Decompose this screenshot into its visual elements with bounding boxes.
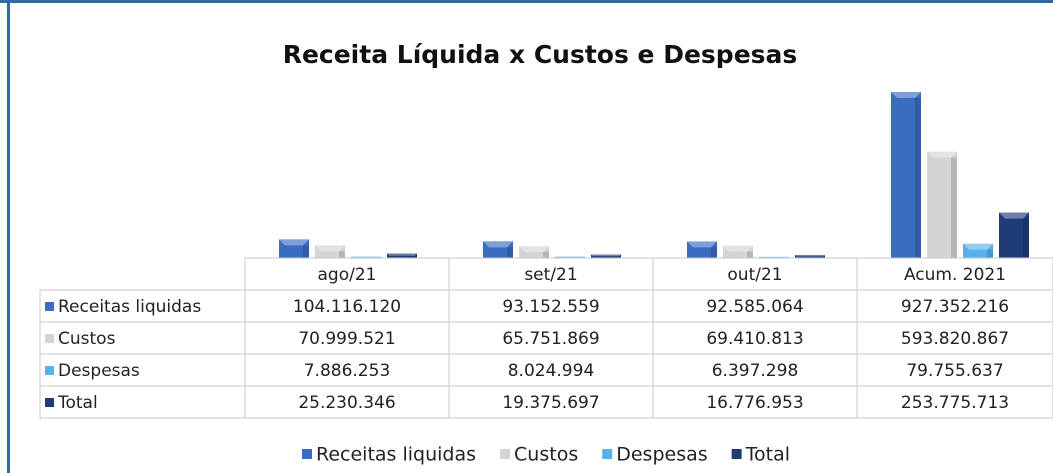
bar-bevel: [795, 254, 825, 257]
bar: [795, 254, 825, 258]
bar-bevel: [591, 254, 621, 257]
bar-edge: [987, 249, 993, 258]
left-border: [7, 0, 10, 473]
bar-edge: [823, 256, 825, 258]
bar-edge: [507, 247, 513, 258]
bar-bevel: [963, 243, 993, 250]
column-header: set/21: [524, 265, 577, 285]
row-key: [45, 398, 54, 407]
legend-key: [500, 449, 511, 459]
column-header: out/21: [727, 265, 782, 285]
bar: [759, 256, 789, 258]
bar-bevel: [723, 245, 753, 252]
bar-bevel: [483, 241, 513, 248]
column-header: Acum. 2021: [904, 265, 1006, 285]
bar-edge: [619, 256, 621, 258]
top-border: [0, 0, 1053, 3]
row-key: [45, 366, 54, 375]
bar-edge: [747, 251, 753, 258]
bar-bevel: [687, 241, 717, 248]
chart-title: Receita Líquida x Custos e Despesas: [283, 40, 798, 69]
bar: [591, 254, 621, 258]
bar-edge: [339, 251, 345, 258]
table-value: 593.820.867: [901, 329, 1009, 349]
bar-bevel: [279, 239, 309, 246]
row-key: [45, 302, 54, 311]
legend-label: Despesas: [616, 444, 707, 466]
bar: [279, 239, 309, 258]
table-value: 79.755.637: [906, 361, 1003, 381]
legend-label: Total: [745, 444, 790, 466]
row-header: Receitas liquidas: [58, 297, 201, 317]
table-value: 69.410.813: [706, 329, 803, 349]
bar-edge: [951, 157, 957, 258]
bar-bevel: [519, 246, 549, 253]
bar-edge: [1023, 218, 1029, 258]
table-cell: [39, 385, 246, 419]
bar-edge: [543, 252, 549, 258]
bar: [483, 241, 513, 258]
table-value: 70.999.521: [298, 329, 395, 349]
bar-bevel: [999, 212, 1029, 219]
legend-label: Custos: [514, 444, 578, 466]
bar-edge: [303, 245, 309, 258]
bar: [891, 92, 921, 258]
bar-edge: [915, 98, 921, 258]
table-value: 93.152.559: [502, 297, 599, 317]
table-value: 92.585.064: [706, 297, 803, 317]
table-value: 8.024.994: [508, 361, 595, 381]
bar-bevel: [927, 151, 957, 158]
bar-bevel: [351, 256, 381, 258]
table-value: 104.116.120: [293, 297, 401, 317]
bar: [555, 256, 585, 258]
bar-bevel: [555, 256, 585, 258]
bar-bevel: [759, 256, 789, 258]
legend-label: Receitas liquidas: [316, 444, 476, 466]
table-value: 7.886.253: [304, 361, 391, 381]
bar: [387, 253, 417, 258]
table-value: 65.751.869: [502, 329, 599, 349]
bar: [687, 241, 717, 258]
table-value: 6.397.298: [712, 361, 799, 381]
table-value: 16.776.953: [706, 393, 803, 413]
bar-bevel: [891, 92, 921, 98]
table-cell: [856, 385, 1053, 419]
legend-key: [302, 449, 312, 459]
bar: [723, 245, 753, 258]
bar: [351, 256, 381, 258]
column-header: ago/21: [318, 265, 377, 285]
bar: [927, 151, 957, 258]
bar-edge: [414, 255, 417, 258]
bar-bevel: [387, 253, 417, 256]
legend-key: [602, 449, 613, 459]
bar-edge: [711, 247, 717, 258]
bar-bevel: [315, 245, 345, 252]
bar: [519, 246, 549, 258]
table-value: 25.230.346: [298, 393, 395, 413]
table-value: 927.352.216: [901, 297, 1009, 317]
table-value: 19.375.697: [502, 393, 599, 413]
row-header: Custos: [58, 329, 116, 349]
legend-key: [731, 449, 742, 459]
row-header: Total: [57, 393, 98, 413]
row-header: Despesas: [58, 361, 140, 381]
bar: [315, 245, 345, 258]
bar: [963, 243, 993, 258]
row-key: [45, 334, 54, 343]
bar: [999, 212, 1029, 258]
table-value: 253.775.713: [901, 393, 1009, 413]
